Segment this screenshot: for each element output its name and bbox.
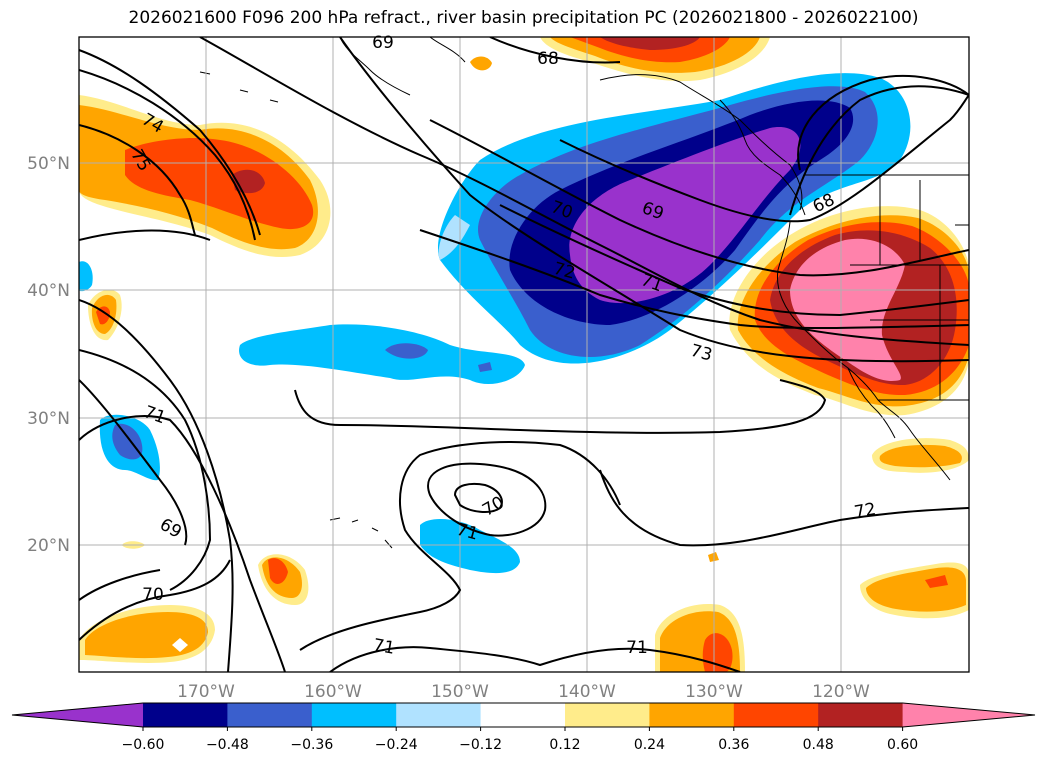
lat-tick: 20°N	[27, 536, 70, 556]
positive-sw-mid-red	[268, 558, 288, 584]
plot-title: 2026021600 F096 200 hPa refract., river …	[128, 8, 919, 28]
colorbar: −0.60 −0.48 −0.36 −0.24 −0.12 0.12 0.24 0.36 0.4…	[11, 702, 1036, 753]
contour-label: 70	[479, 493, 508, 521]
contour-sub-3	[79, 349, 212, 591]
contour-71	[499, 204, 969, 317]
lon-tick: 120°W	[812, 682, 870, 702]
colorbar-extend-max	[902, 703, 1035, 727]
positive-alaska-dark	[600, 37, 700, 50]
colorbar-segment	[733, 703, 819, 727]
colorbar-tick-label: −0.24	[375, 737, 418, 753]
contour-sub-6	[79, 569, 161, 601]
negative-strip-35n-dark	[385, 343, 428, 359]
positive-sw-hole	[172, 638, 188, 652]
contour-72-south	[599, 469, 969, 547]
colorbar-tick-label: 0.48	[803, 737, 834, 753]
contour-label: 70	[142, 585, 164, 605]
contour-73a	[79, 124, 196, 236]
baja-coast	[847, 367, 896, 439]
latitude-ticks: 50°N 40°N 30°N 20°N	[27, 154, 70, 556]
map-frame	[78, 36, 970, 673]
colorbar-tick-label: −0.36	[290, 737, 333, 753]
colorbar-extend-min	[12, 703, 143, 727]
contour-label: 71	[141, 402, 168, 428]
hawaii-islands	[329, 517, 393, 549]
colorbar-tick-label: −0.60	[122, 737, 165, 753]
contour-68	[489, 37, 969, 216]
colorbar-tick-label: 0.36	[718, 737, 749, 753]
contour-central-1	[294, 379, 827, 434]
contour-label: 71	[371, 635, 396, 658]
contour-central-3	[427, 462, 547, 537]
colorbar-segment	[818, 703, 904, 727]
contour-74	[79, 69, 256, 241]
lon-tick: 170°W	[177, 682, 235, 702]
negative-strip-35n-dark2	[478, 362, 492, 372]
contour-73b	[79, 229, 211, 241]
lat-tick: 40°N	[27, 281, 70, 301]
negative-band-light-edge	[438, 215, 470, 260]
colorbar-tick-label: −0.12	[459, 737, 502, 753]
positive-se-red	[925, 575, 948, 588]
contour-sub-1	[79, 415, 286, 672]
state-lines	[850, 175, 969, 400]
contour-75	[79, 49, 261, 236]
negative-cell-sw-dark	[112, 423, 143, 460]
contour-upper	[199, 37, 969, 346]
contour-closed-ne	[797, 74, 969, 171]
refractivity-contours	[79, 37, 969, 672]
colorbar-segment	[311, 703, 397, 727]
colorbar-segment	[565, 703, 650, 727]
negative-strip-35n	[239, 324, 525, 385]
contour-71-south	[329, 646, 741, 672]
contour-69	[559, 94, 969, 223]
contour-label: 68	[537, 49, 559, 69]
contour-label: 69	[372, 33, 394, 53]
negative-cell-west-edge	[79, 261, 93, 292]
lon-tick: 140°W	[558, 682, 616, 702]
contour-central-4	[453, 482, 503, 513]
positive-small-cell	[470, 56, 492, 71]
positive-sw-orange	[85, 612, 208, 659]
colorbar-tick-label: −0.48	[206, 737, 249, 753]
lon-tick: 160°W	[304, 682, 362, 702]
longitude-ticks: 170°W 160°W 150°W 140°W 130°W 120°W	[177, 682, 870, 702]
precipitation-fill	[79, 37, 969, 672]
contour-label: 69	[156, 515, 185, 543]
colorbar-segment	[396, 703, 482, 727]
colorbar-segment	[480, 703, 566, 727]
lat-tick: 50°N	[27, 154, 70, 174]
contour-central-2	[299, 441, 621, 651]
contour-sub-4	[79, 379, 188, 546]
colorbar-tick-label: 0.24	[634, 737, 665, 753]
positive-mexico-orange	[879, 444, 962, 468]
colorbar-segment	[143, 703, 228, 727]
bc-coast	[719, 99, 806, 216]
contour-label: 72	[853, 499, 878, 522]
positive-nw-red	[125, 138, 314, 230]
colorbar-tick-label: 0.12	[549, 737, 580, 753]
contour-70	[429, 119, 969, 277]
contour-label: 73	[688, 341, 714, 366]
colorbar-segment	[227, 703, 313, 727]
contour-73	[339, 37, 969, 363]
positive-w40-red	[96, 306, 110, 325]
colorbar-tick-label: 0.60	[887, 737, 918, 753]
lon-tick: 130°W	[685, 682, 743, 702]
lon-tick: 150°W	[431, 682, 489, 702]
contour-label: 71	[626, 638, 648, 658]
lat-tick: 30°N	[27, 409, 70, 429]
contour-sub-2	[79, 299, 234, 672]
contour-72	[419, 229, 969, 330]
colorbar-segment	[649, 703, 735, 727]
contour-sub-5	[79, 559, 231, 641]
aleutian-islands	[199, 71, 279, 103]
gridlines	[79, 37, 969, 672]
negative-cell-hawaii	[420, 518, 520, 574]
